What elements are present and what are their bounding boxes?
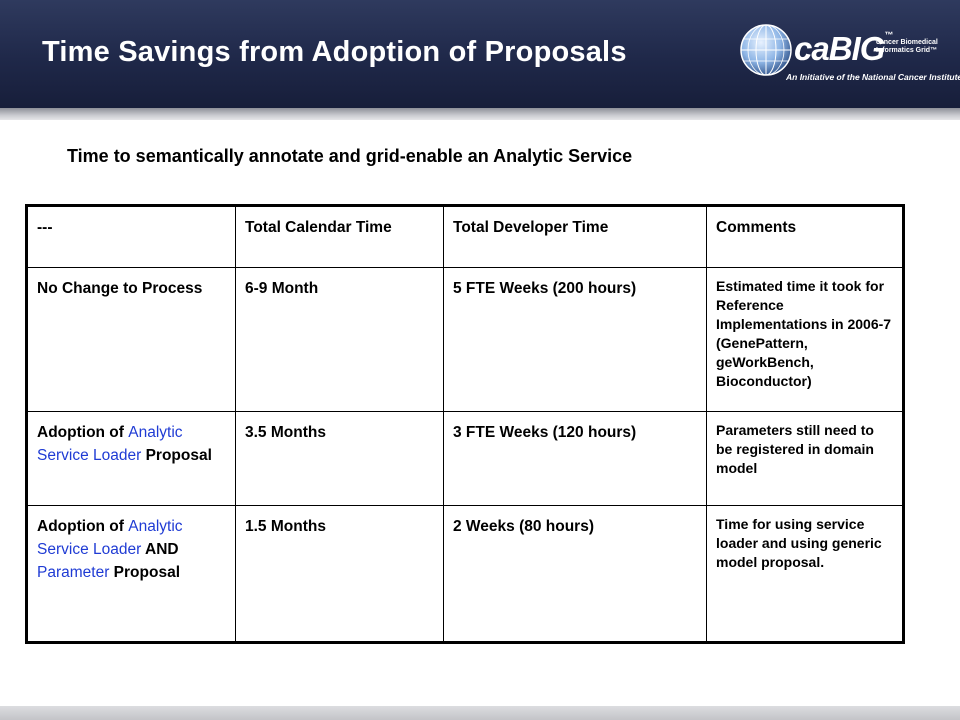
slide-subtitle: Time to semantically annotate and grid-e… — [67, 146, 633, 166]
logo-wordmark: caBIG™ — [794, 30, 893, 67]
comments-cell: Estimated time it took for Reference Imp… — [706, 267, 904, 412]
logo-tagline: An Initiative of the National Cancer Ins… — [786, 72, 960, 82]
logo-subtitle: cancer Biomedical Informatics Grid™ — [876, 39, 938, 54]
developer-time-cell: 5 FTE Weeks (200 hours) — [443, 267, 707, 412]
table-header-cell: Total Developer Time — [443, 205, 707, 268]
table-row: Adoption of Analytic Service Loader Prop… — [26, 411, 904, 506]
calendar-time-cell: 3.5 Months — [235, 411, 444, 506]
slide-header: Time Savings from Adoption of Proposals … — [0, 0, 960, 108]
table-row: No Change to Process 6-9 Month 5 FTE Wee… — [26, 267, 904, 412]
table-header-row: --- Total Calendar Time Total Developer … — [26, 205, 904, 268]
footer-bar — [0, 706, 960, 720]
developer-time-cell: 3 FTE Weeks (120 hours) — [443, 411, 707, 506]
row-label-cell: Adoption of Analytic Service Loader AND … — [26, 505, 236, 643]
calendar-time-cell: 1.5 Months — [235, 505, 444, 643]
header-divider — [0, 108, 960, 120]
table-header-cell: Comments — [706, 205, 904, 268]
table-header-cell: --- — [26, 205, 236, 268]
comments-cell: Parameters still need to be registered i… — [706, 411, 904, 506]
row-label-cell: Adoption of Analytic Service Loader Prop… — [26, 411, 236, 506]
calendar-time-cell: 6-9 Month — [235, 267, 444, 412]
time-savings-table: --- Total Calendar Time Total Developer … — [25, 204, 905, 644]
developer-time-cell: 2 Weeks (80 hours) — [443, 505, 707, 643]
row-label-cell: No Change to Process — [26, 267, 236, 412]
cabig-logo: caBIG™ cancer Biomedical Informatics Gri… — [738, 22, 960, 84]
comments-cell: Time for using service loader and using … — [706, 505, 904, 643]
slide-title: Time Savings from Adoption of Proposals — [42, 36, 627, 68]
globe-icon — [740, 24, 792, 76]
table-header-cell: Total Calendar Time — [235, 205, 444, 268]
table-row: Adoption of Analytic Service Loader AND … — [26, 505, 904, 643]
